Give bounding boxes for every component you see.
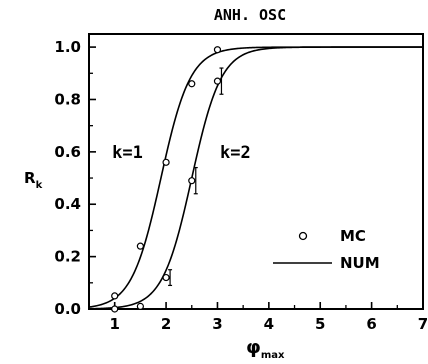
- plot-frame: [88, 33, 424, 310]
- num-curve-k=2: [88, 46, 423, 310]
- y-tick-label: 1.0: [54, 38, 81, 56]
- x-axis-label: φmax: [246, 336, 285, 361]
- mc-point-k=2: [111, 305, 119, 313]
- x-tick-label: 3: [212, 315, 222, 333]
- mc-point-k=2: [213, 77, 222, 85]
- mc-point-k=2: [136, 302, 144, 310]
- x-tick-label: 4: [264, 315, 274, 333]
- mc-point-k=2: [162, 273, 170, 282]
- x-tick-label: 7: [418, 315, 428, 333]
- y-tick-label: 0.0: [54, 300, 81, 318]
- y-axis-label-main: R: [24, 169, 36, 187]
- mc-point-k=2: [188, 177, 196, 185]
- x-tick-label: 5: [315, 315, 325, 333]
- chart-title: ANH. OSC: [214, 6, 286, 24]
- y-axis-label: Rk: [24, 169, 43, 191]
- x-tick-label: 6: [366, 315, 376, 333]
- annotation-k2: k=2: [220, 143, 251, 163]
- y-tick-label: 0.6: [54, 143, 81, 161]
- mc-point-k=1: [213, 46, 222, 54]
- mc-point-k=1: [111, 292, 119, 300]
- y-axis-label-sub: k: [36, 180, 43, 191]
- x-tick-label: 1: [109, 315, 119, 333]
- y-tick-label: 0.8: [54, 90, 81, 108]
- x-axis-tick-labels: 1 2 3 4 5 6 7: [109, 315, 428, 333]
- mc-points: [111, 46, 224, 313]
- mc-point-k=1: [162, 158, 170, 166]
- y-tick-label: 0.2: [54, 248, 81, 266]
- x-axis-label-main: φ: [246, 336, 261, 358]
- annotation-k1: k=1: [112, 143, 143, 163]
- legend-mc-label: MC: [340, 227, 366, 245]
- x-axis-label-sub: max: [261, 350, 285, 361]
- num-curves: [88, 46, 423, 310]
- y-axis-tick-labels: 0.0 0.2 0.4 0.6 0.8 1.0: [54, 38, 81, 318]
- legend-num-label: NUM: [340, 254, 380, 272]
- legend-mc-marker: [298, 231, 308, 241]
- y-tick-label: 0.4: [54, 195, 81, 213]
- y-axis-ticks: [89, 46, 96, 310]
- x-tick-label: 2: [161, 315, 171, 333]
- mc-point-k=1: [188, 80, 196, 88]
- mc-point-k=1: [136, 242, 144, 250]
